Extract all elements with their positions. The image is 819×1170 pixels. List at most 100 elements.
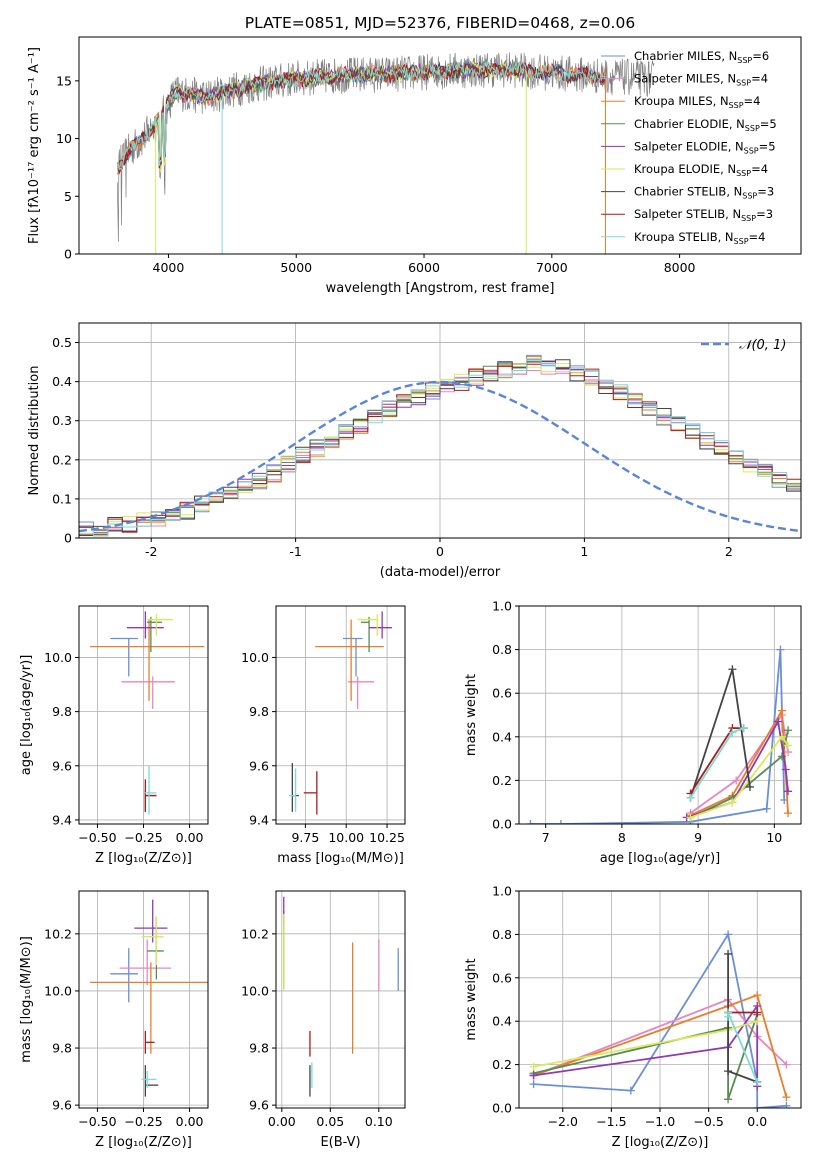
plus-marker — [762, 804, 771, 813]
weight-series-line — [533, 1003, 759, 1087]
legend-label: Kroupa MILES, NSSP=4 — [634, 94, 760, 110]
x-axis-label: Z [log₁₀(Z/Z⊙)] — [95, 1135, 192, 1150]
y-tick-label: 5 — [64, 189, 72, 204]
y-tick-label: 0.8 — [492, 642, 512, 657]
age-vs-mass-panel: 9.75 10.00 10.25 9.4 9.6 9.8 10.0 mass [log₁₀(M… — [241, 605, 406, 866]
y-axis-label: mass [log₁₀(M/M⊙)] — [19, 936, 34, 1063]
plus-marker — [529, 1071, 538, 1080]
y-tick-label: 0.4 — [492, 1014, 512, 1029]
y-tick-label: 0.8 — [492, 927, 512, 942]
weight-series-line — [690, 735, 789, 819]
x-tick-label: -2 — [145, 544, 157, 559]
y-tick-label: 0.2 — [52, 452, 72, 467]
x-tick-label: 0.10 — [365, 1114, 393, 1129]
x-tick-label: −1.0 — [645, 1114, 675, 1129]
histogram-plot-area — [79, 354, 801, 537]
plus-marker — [724, 949, 733, 958]
x-axis-label: Z [log₁₀(Z/Z⊙)] — [95, 851, 192, 866]
y-tick-label: 0.6 — [492, 686, 512, 701]
y-tick-label: 9.4 — [52, 812, 72, 827]
x-tick-label: 0.00 — [176, 830, 204, 845]
figure-title: PLATE=0851, MJD=52376, FIBERID=0468, z=0… — [245, 14, 635, 32]
y-tick-label: 0.6 — [492, 970, 512, 985]
x-tick-label: 1 — [580, 544, 588, 559]
x-axis-label: age [log₁₀(age/yr)] — [600, 851, 721, 866]
x-tick-label: 0.00 — [268, 1114, 296, 1129]
plus-marker — [784, 787, 793, 796]
y-axis-label: age [log₁₀(age/yr)] — [19, 655, 34, 776]
x-tick-label: 5000 — [280, 260, 312, 275]
x-tick-label: −1.5 — [596, 1114, 626, 1129]
normal-reference-curve — [79, 380, 801, 533]
plus-marker — [728, 728, 737, 737]
plus-marker — [745, 782, 754, 791]
spectrum-plot-area — [116, 52, 655, 254]
x-tick-label: 9.75 — [291, 830, 319, 845]
legend-label: Kroupa ELODIE, NSSP=4 — [634, 162, 768, 178]
plus-marker — [782, 1060, 791, 1069]
plus-marker — [777, 732, 786, 741]
residual-histogram-step — [79, 363, 801, 536]
legend-label: Salpeter ELODIE, NSSP=5 — [634, 139, 776, 155]
axes-frame — [78, 36, 802, 255]
x-tick-label: −0.25 — [124, 830, 162, 845]
weight-series-line — [533, 998, 788, 1077]
y-tick-label: 0 — [64, 247, 72, 262]
weight-series-line — [690, 730, 789, 819]
y-tick-label: 10.0 — [44, 983, 72, 998]
residual-histogram-step — [79, 358, 801, 537]
y-tick-label: 0 — [64, 531, 72, 546]
x-tick-label: 4000 — [153, 260, 185, 275]
legend-subscript: SSP — [736, 79, 751, 88]
legend-label: Chabrier STELIB, NSSP=3 — [634, 185, 774, 201]
legend-label-rest: =5 — [759, 139, 776, 153]
x-tick-label: 0.0 — [747, 1114, 767, 1129]
x-tick-label: −0.5 — [693, 1114, 723, 1129]
residual-histogram-step — [79, 361, 801, 536]
weight-series-line — [533, 994, 788, 1098]
axes-frame — [518, 605, 802, 825]
legend-subscript: SSP — [736, 169, 751, 178]
y-tick-label: 15 — [56, 73, 72, 88]
y-tick-label: 0.2 — [492, 773, 512, 788]
errorbar-plot-area — [283, 896, 399, 1097]
legend-subscript: SSP — [742, 192, 757, 201]
x-axis-label: E(B-V) — [320, 1135, 360, 1150]
line-plot-area — [526, 645, 793, 824]
mass-vs-reddening-panel: 0.00 0.05 0.10 9.6 9.8 10.0 10.2 E(B-V) — [241, 890, 406, 1150]
weight-vs-metallicity-panel: −2.0 −1.5 −1.0 −0.5 0.0 0.0 0.2 0.4 0.6 0.8 1.0 Z [… — [464, 884, 802, 1150]
residual-histogram-step — [79, 356, 801, 536]
y-tick-label: 0.5 — [52, 335, 72, 350]
x-tick-label: 10.00 — [328, 830, 364, 845]
legend-subscript: SSP — [745, 124, 760, 133]
plus-marker — [781, 765, 790, 774]
y-tick-label: 1.0 — [492, 884, 512, 899]
errorbar-plot-area — [90, 899, 208, 1097]
y-tick-label: 9.6 — [249, 758, 269, 773]
plus-marker — [686, 813, 695, 822]
axes-frame — [78, 605, 209, 825]
plus-marker — [556, 820, 565, 824]
residual-histogram-step — [79, 367, 801, 535]
axes-frame — [78, 890, 209, 1109]
plus-marker — [753, 1017, 762, 1026]
residual-histogram-step — [79, 363, 801, 536]
y-axis-label: Normed distribution — [27, 366, 42, 496]
y-tick-label: 0.4 — [492, 729, 512, 744]
y-tick-label: 9.8 — [52, 704, 72, 719]
x-tick-label: 9 — [694, 830, 702, 845]
plus-marker — [782, 1093, 791, 1102]
axes-frame — [275, 605, 406, 825]
x-axis-label: Z [log₁₀(Z/Z⊙)] — [612, 1135, 709, 1150]
y-tick-label: 0.4 — [52, 374, 72, 389]
x-tick-label: 10 — [766, 830, 782, 845]
y-tick-label: 0.1 — [52, 491, 72, 506]
plus-marker — [728, 665, 737, 674]
weight-series-line — [689, 712, 789, 814]
plus-marker — [626, 1086, 635, 1095]
x-tick-label: 6000 — [408, 260, 440, 275]
legend-label: Salpeter STELIB, NSSP=3 — [634, 207, 773, 223]
y-tick-label: 10 — [56, 131, 72, 146]
y-tick-label: 9.6 — [249, 1098, 269, 1113]
legend-subscript: SSP — [744, 146, 759, 155]
